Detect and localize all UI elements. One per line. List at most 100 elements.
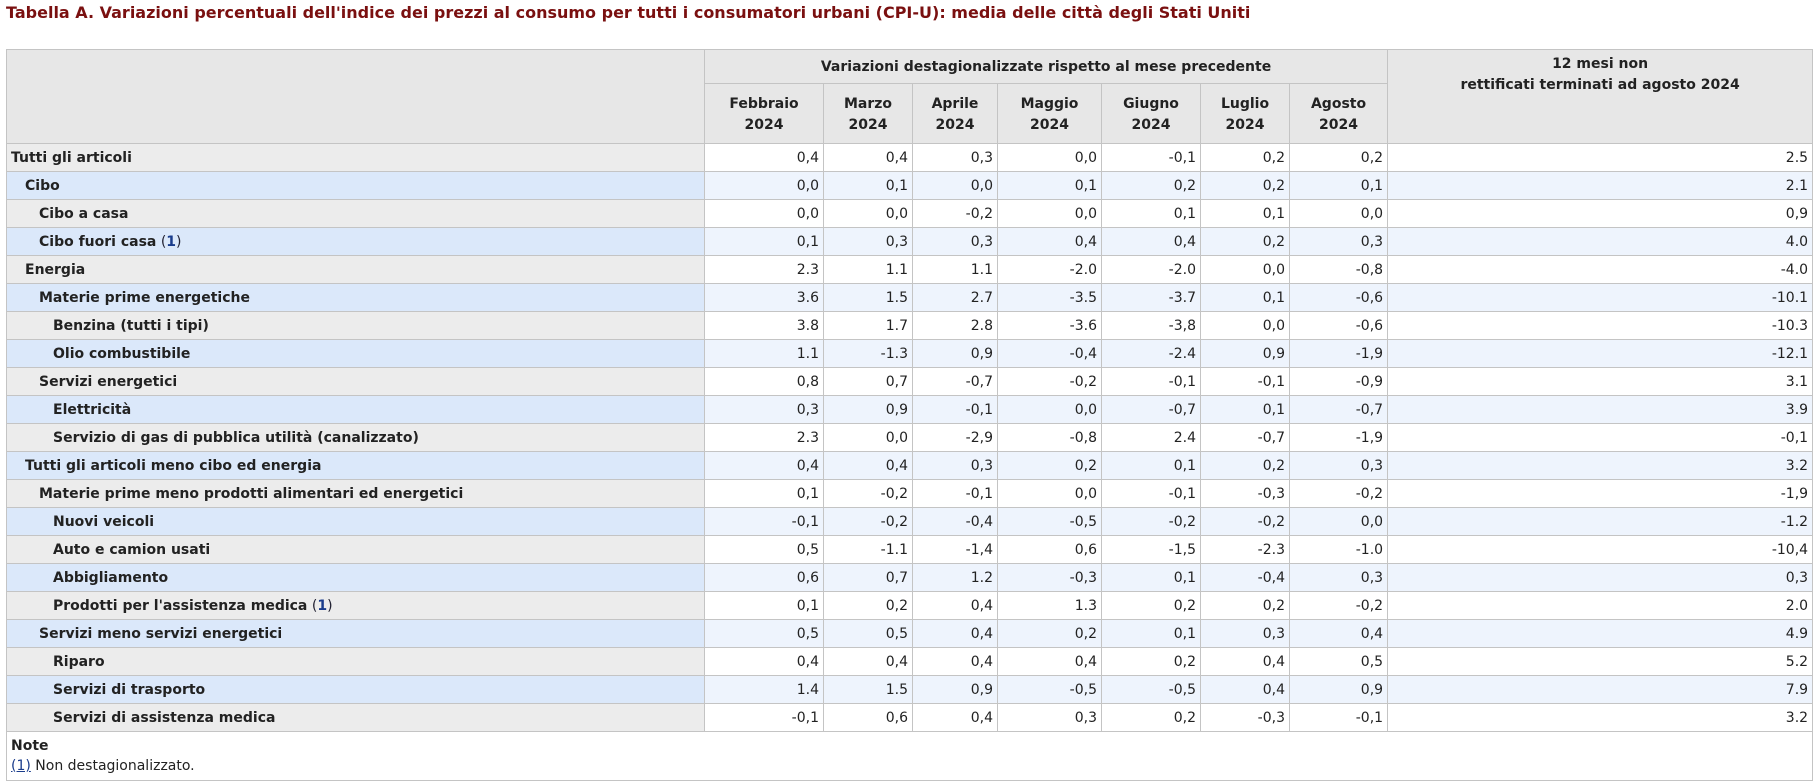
cpi-table: Variazioni destagionalizzate rispetto al… <box>5 49 1814 781</box>
footnote-1-text: Non destagionalizzato. <box>30 758 195 774</box>
value-cell: -0,8 <box>997 423 1102 452</box>
row-label: Cibo <box>25 177 60 194</box>
value-cell: 0,1 <box>704 591 824 620</box>
value-cell: 1.3 <box>997 591 1102 620</box>
table-title: Tabella A. Variazioni percentuali dell'i… <box>6 3 1251 22</box>
row-label: Auto e camion usati <box>53 541 211 558</box>
month-year: 2024 <box>935 116 975 133</box>
value-cell: -0,1 <box>1101 367 1201 396</box>
value-cell: 1.4 <box>704 675 824 704</box>
value-cell: 0,3 <box>1200 619 1290 648</box>
value-cell: -3,8 <box>1101 311 1201 340</box>
annual-value-cell: -4.0 <box>1387 255 1814 284</box>
month-year: 2024 <box>1319 116 1359 133</box>
value-cell: -0,6 <box>1288 283 1389 312</box>
value-cell: -0,1 <box>1101 143 1201 172</box>
value-cell: -2.0 <box>997 255 1102 284</box>
value-cell: 3.6 <box>704 283 824 312</box>
value-cell: 0,0 <box>704 171 824 200</box>
stub-header <box>6 49 705 144</box>
footnote-ref-link[interactable]: 1 <box>166 233 177 250</box>
month-header-giugno: Giugno 2024 <box>1101 83 1201 144</box>
value-cell: 0,4 <box>823 451 913 480</box>
notes-title: Note <box>11 738 49 754</box>
value-cell: 0,4 <box>912 703 998 732</box>
value-cell: 0,4 <box>997 647 1102 676</box>
value-cell: 0,1 <box>1101 451 1201 480</box>
value-cell: -0,2 <box>1101 507 1201 536</box>
value-cell: 1.1 <box>704 339 824 368</box>
row-label-cell: Cibo fuori casa (1) <box>6 227 705 256</box>
annual-value-cell: -10.3 <box>1387 311 1814 340</box>
row-label-cell: Prodotti per l'assistenza medica (1) <box>6 591 705 620</box>
footnote-ref: (1) <box>307 597 333 614</box>
value-cell: 0,2 <box>997 619 1102 648</box>
value-cell: -0,1 <box>912 479 998 508</box>
row-label: Tutti gli articoli <box>11 149 132 166</box>
value-cell: 0,4 <box>912 619 998 648</box>
annual-value-cell: 2.0 <box>1387 591 1814 620</box>
value-cell: 0,7 <box>823 367 913 396</box>
value-cell: -0,1 <box>1288 703 1389 732</box>
row-label: Servizi energetici <box>39 373 178 390</box>
month-name: Giugno <box>1123 95 1179 112</box>
value-cell: -3.5 <box>997 283 1102 312</box>
row-label: Tutti gli articoli meno cibo ed energia <box>25 457 322 474</box>
month-name: Maggio <box>1020 95 1079 112</box>
value-cell: 0,4 <box>912 647 998 676</box>
value-cell: -0,1 <box>912 395 998 424</box>
row-label-cell: Servizi di assistenza medica <box>6 703 705 732</box>
value-cell: 1.5 <box>823 283 913 312</box>
value-cell: -2.3 <box>1200 535 1290 564</box>
value-cell: 0,0 <box>997 143 1102 172</box>
value-cell: 0,2 <box>1288 143 1389 172</box>
value-cell: 0,0 <box>704 199 824 228</box>
value-cell: 0,0 <box>1200 311 1290 340</box>
value-cell: -0,2 <box>823 479 913 508</box>
month-year: 2024 <box>1131 116 1171 133</box>
row-label: Servizio di gas di pubblica utilità (can… <box>53 429 419 446</box>
value-cell: 0,3 <box>1288 451 1389 480</box>
value-cell: 0,2 <box>1101 703 1201 732</box>
footnote-1-link[interactable]: (1) <box>11 758 31 774</box>
table-row: Elettricità 0,3 0,9 -0,1 0,0 -0,7 0,1 -0,7 3.9 <box>6 395 1814 424</box>
value-cell: 0,1 <box>1101 199 1201 228</box>
month-year: 2024 <box>1030 116 1069 133</box>
month-header-agosto: Agosto 2024 <box>1288 83 1389 144</box>
annual-value-cell: -1.2 <box>1387 507 1814 536</box>
annual-value-cell: 3.2 <box>1387 451 1814 480</box>
table-row: Tutti gli articoli meno cibo ed energia 0… <box>6 451 1814 480</box>
row-label-cell: Energia <box>6 255 705 284</box>
month-name: Agosto <box>1310 95 1367 112</box>
annual-header: 12 mesi non rettificati terminati ad ago… <box>1387 49 1814 144</box>
value-cell: -1.3 <box>823 339 913 368</box>
table-row: Servizio di gas di pubblica utilità (can… <box>6 423 1814 452</box>
value-cell: 0,4 <box>1288 619 1389 648</box>
value-cell: -2,9 <box>912 423 998 452</box>
value-cell: 0,5 <box>704 535 824 564</box>
annual-value-cell: 2.5 <box>1387 143 1814 172</box>
value-cell: 0,0 <box>1288 507 1389 536</box>
value-cell: 0,4 <box>704 647 824 676</box>
value-cell: 0,6 <box>997 535 1102 564</box>
month-year: 2024 <box>744 116 784 133</box>
annual-header-line2: rettificati terminati ad agosto 2024 <box>1460 77 1740 93</box>
row-label: Energia <box>25 261 86 278</box>
row-label-cell: Materie prime energetiche <box>6 283 705 312</box>
value-cell: -0,4 <box>997 339 1102 368</box>
footnote-ref-link[interactable]: 1 <box>317 597 328 614</box>
value-cell: -0,1 <box>704 703 824 732</box>
row-label-cell: Materie prime meno prodotti alimentari e… <box>6 479 705 508</box>
annual-value-cell: 4.9 <box>1387 619 1814 648</box>
row-label: Materie prime meno prodotti alimentari e… <box>39 485 464 502</box>
value-cell: 0,0 <box>823 423 913 452</box>
value-cell: -0,2 <box>1200 507 1290 536</box>
month-header-luglio: Luglio 2024 <box>1200 83 1290 144</box>
annual-value-cell: 2.1 <box>1387 171 1814 200</box>
annual-header-line1: 12 mesi non <box>1552 56 1649 72</box>
annual-value-cell: 3.1 <box>1387 367 1814 396</box>
value-cell: 0,1 <box>1101 563 1201 592</box>
value-cell: 0,4 <box>704 143 824 172</box>
month-name: Luglio <box>1220 95 1270 112</box>
annual-value-cell: -10,4 <box>1387 535 1814 564</box>
